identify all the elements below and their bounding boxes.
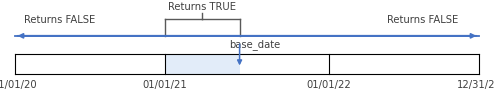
Text: Returns FALSE: Returns FALSE [387, 15, 458, 25]
Text: Returns TRUE: Returns TRUE [168, 2, 236, 12]
Text: 01/01/22: 01/01/22 [307, 80, 351, 89]
Text: 01/01/20: 01/01/20 [0, 80, 37, 89]
Text: 12/31/22: 12/31/22 [457, 80, 494, 89]
Text: base_date: base_date [229, 40, 280, 50]
Text: Returns FALSE: Returns FALSE [24, 15, 95, 25]
Bar [165, 54, 240, 74]
Text: 01/01/21: 01/01/21 [142, 80, 187, 89]
